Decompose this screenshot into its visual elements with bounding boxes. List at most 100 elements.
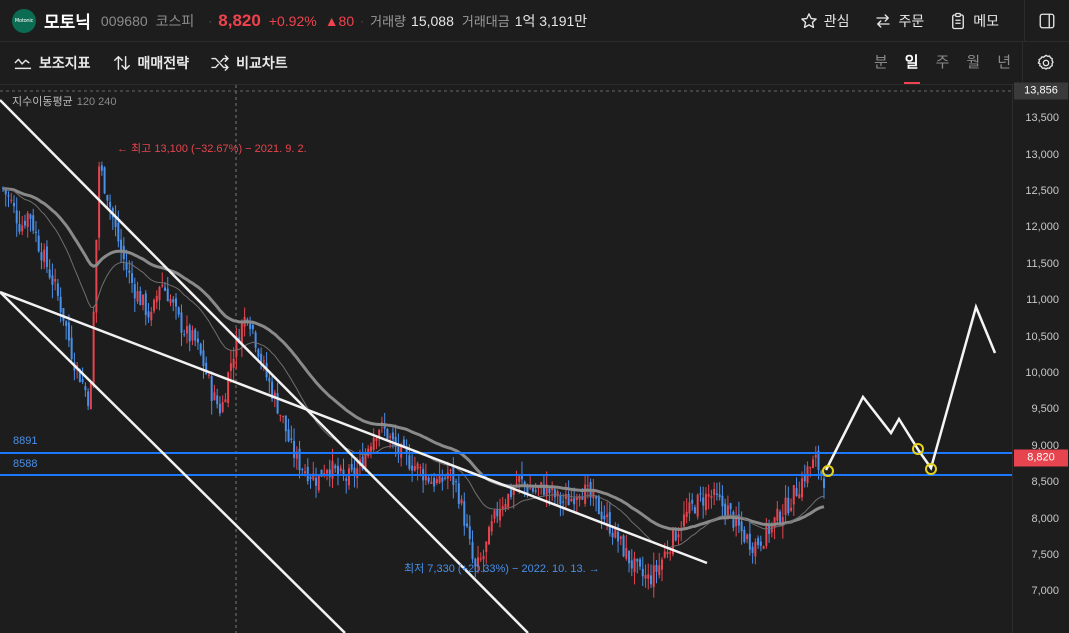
candle-body — [570, 498, 573, 502]
chart-canvas[interactable] — [0, 85, 1012, 633]
candle-body — [246, 319, 249, 322]
candle-body — [751, 546, 754, 554]
candle-body — [655, 565, 658, 572]
candle-body — [67, 322, 70, 341]
candle-body — [628, 550, 631, 564]
candle-body — [144, 293, 147, 316]
candle-body — [477, 557, 480, 568]
candle-body — [227, 372, 230, 404]
candle-body — [622, 535, 625, 557]
period-minute[interactable]: 분 — [873, 54, 888, 71]
candle-body — [773, 517, 776, 528]
candle-body — [573, 498, 576, 505]
y-tick: 10,500 — [1025, 331, 1059, 343]
period-month[interactable]: 월 — [966, 54, 981, 71]
candle-body — [372, 437, 375, 451]
candle-body — [174, 298, 177, 307]
watchlist-label: 관심 — [823, 13, 850, 29]
candle-body — [501, 506, 504, 509]
candle-body — [523, 481, 526, 485]
y-tick: 7,000 — [1031, 585, 1059, 597]
candle-body — [232, 358, 235, 368]
candle-body — [466, 523, 469, 527]
candle-body — [636, 558, 639, 562]
candle-body — [161, 284, 164, 287]
candle-body — [779, 511, 782, 524]
candle-body — [496, 509, 499, 517]
candle-body — [509, 489, 512, 498]
order-button[interactable]: 주문 — [874, 11, 924, 31]
candle-body — [87, 391, 90, 406]
candle-body — [375, 438, 378, 441]
y-tick: 9,500 — [1031, 403, 1059, 415]
candle-body — [21, 225, 24, 232]
candle-body — [386, 428, 389, 439]
high-annotation: ← 최고 13,100 (−32.67%) − 2021. 9. 2. — [117, 143, 307, 155]
candle-body — [721, 495, 724, 507]
candle-body — [688, 502, 691, 514]
candle-body — [34, 231, 37, 234]
candle-body — [309, 477, 312, 479]
indicator-legend[interactable]: 지수이동평균 120 240 — [12, 93, 117, 109]
candle-body — [408, 455, 411, 469]
candle-body — [696, 494, 699, 517]
chart-settings-button[interactable] — [1022, 42, 1069, 84]
stock-name[interactable]: 모토닉 — [44, 13, 91, 32]
sidebar-panel-icon — [1039, 13, 1055, 29]
candle-body — [350, 463, 353, 470]
price-axis[interactable]: 13,856 13,500 13,000 12,500 12,000 11,50… — [1012, 82, 1069, 633]
candle-body — [740, 521, 743, 532]
indicator-line-icon — [14, 58, 32, 70]
candle-body — [251, 324, 254, 330]
strategy-button[interactable]: 매매전략 — [113, 53, 189, 73]
candle-body — [65, 321, 68, 326]
candle-body — [218, 403, 221, 414]
candle-body — [660, 559, 663, 570]
change-percent: +0.92% — [268, 12, 317, 29]
candle-body — [611, 532, 614, 538]
price-chart[interactable]: 지수이동평균 120 240 ← 최고 13,100 (−32.67%) − 20… — [0, 82, 1069, 633]
candle-body — [260, 353, 263, 363]
header-actions: 관심 주문 메모 — [800, 0, 1069, 42]
ema-240-line — [2, 187, 825, 531]
candle-body — [441, 477, 444, 482]
candle-body — [581, 497, 584, 500]
candle-body — [298, 448, 301, 471]
candle-body — [737, 514, 740, 526]
indicators-button[interactable]: 보조지표 — [14, 53, 91, 73]
candle-body — [433, 477, 436, 487]
candle-body — [732, 511, 735, 528]
candle-body — [746, 534, 749, 540]
divider-dot: · — [360, 13, 365, 28]
candle-body — [498, 509, 501, 521]
candle-body — [430, 481, 433, 484]
compare-button[interactable]: 비교차트 — [211, 53, 288, 73]
candle-body — [551, 486, 554, 491]
candle-body — [271, 381, 274, 399]
candle-body — [188, 325, 191, 342]
candle-body — [812, 459, 815, 468]
candle-body — [4, 188, 7, 195]
trendline-channel-top — [0, 290, 708, 565]
candle-body — [405, 448, 408, 453]
side-panel-toggle[interactable] — [1024, 0, 1069, 42]
candle-body — [823, 478, 825, 488]
candle-body — [139, 290, 142, 306]
candle-body — [817, 450, 820, 470]
candle-body — [320, 469, 323, 477]
candle-body — [798, 494, 801, 499]
candle-body — [754, 541, 757, 557]
candle-body — [48, 269, 51, 278]
candle-body — [378, 430, 381, 439]
watchlist-button[interactable]: 관심 — [800, 11, 850, 31]
candle-body — [29, 214, 32, 219]
candle-body — [326, 470, 329, 474]
period-year[interactable]: 년 — [997, 54, 1011, 71]
candle-body — [748, 533, 751, 550]
candle-body — [759, 541, 762, 546]
period-day[interactable]: 일 — [903, 42, 920, 84]
candle-body — [479, 558, 482, 560]
memo-button[interactable]: 메모 — [949, 11, 999, 31]
candle-body — [564, 494, 567, 500]
period-week[interactable]: 주 — [935, 54, 950, 71]
